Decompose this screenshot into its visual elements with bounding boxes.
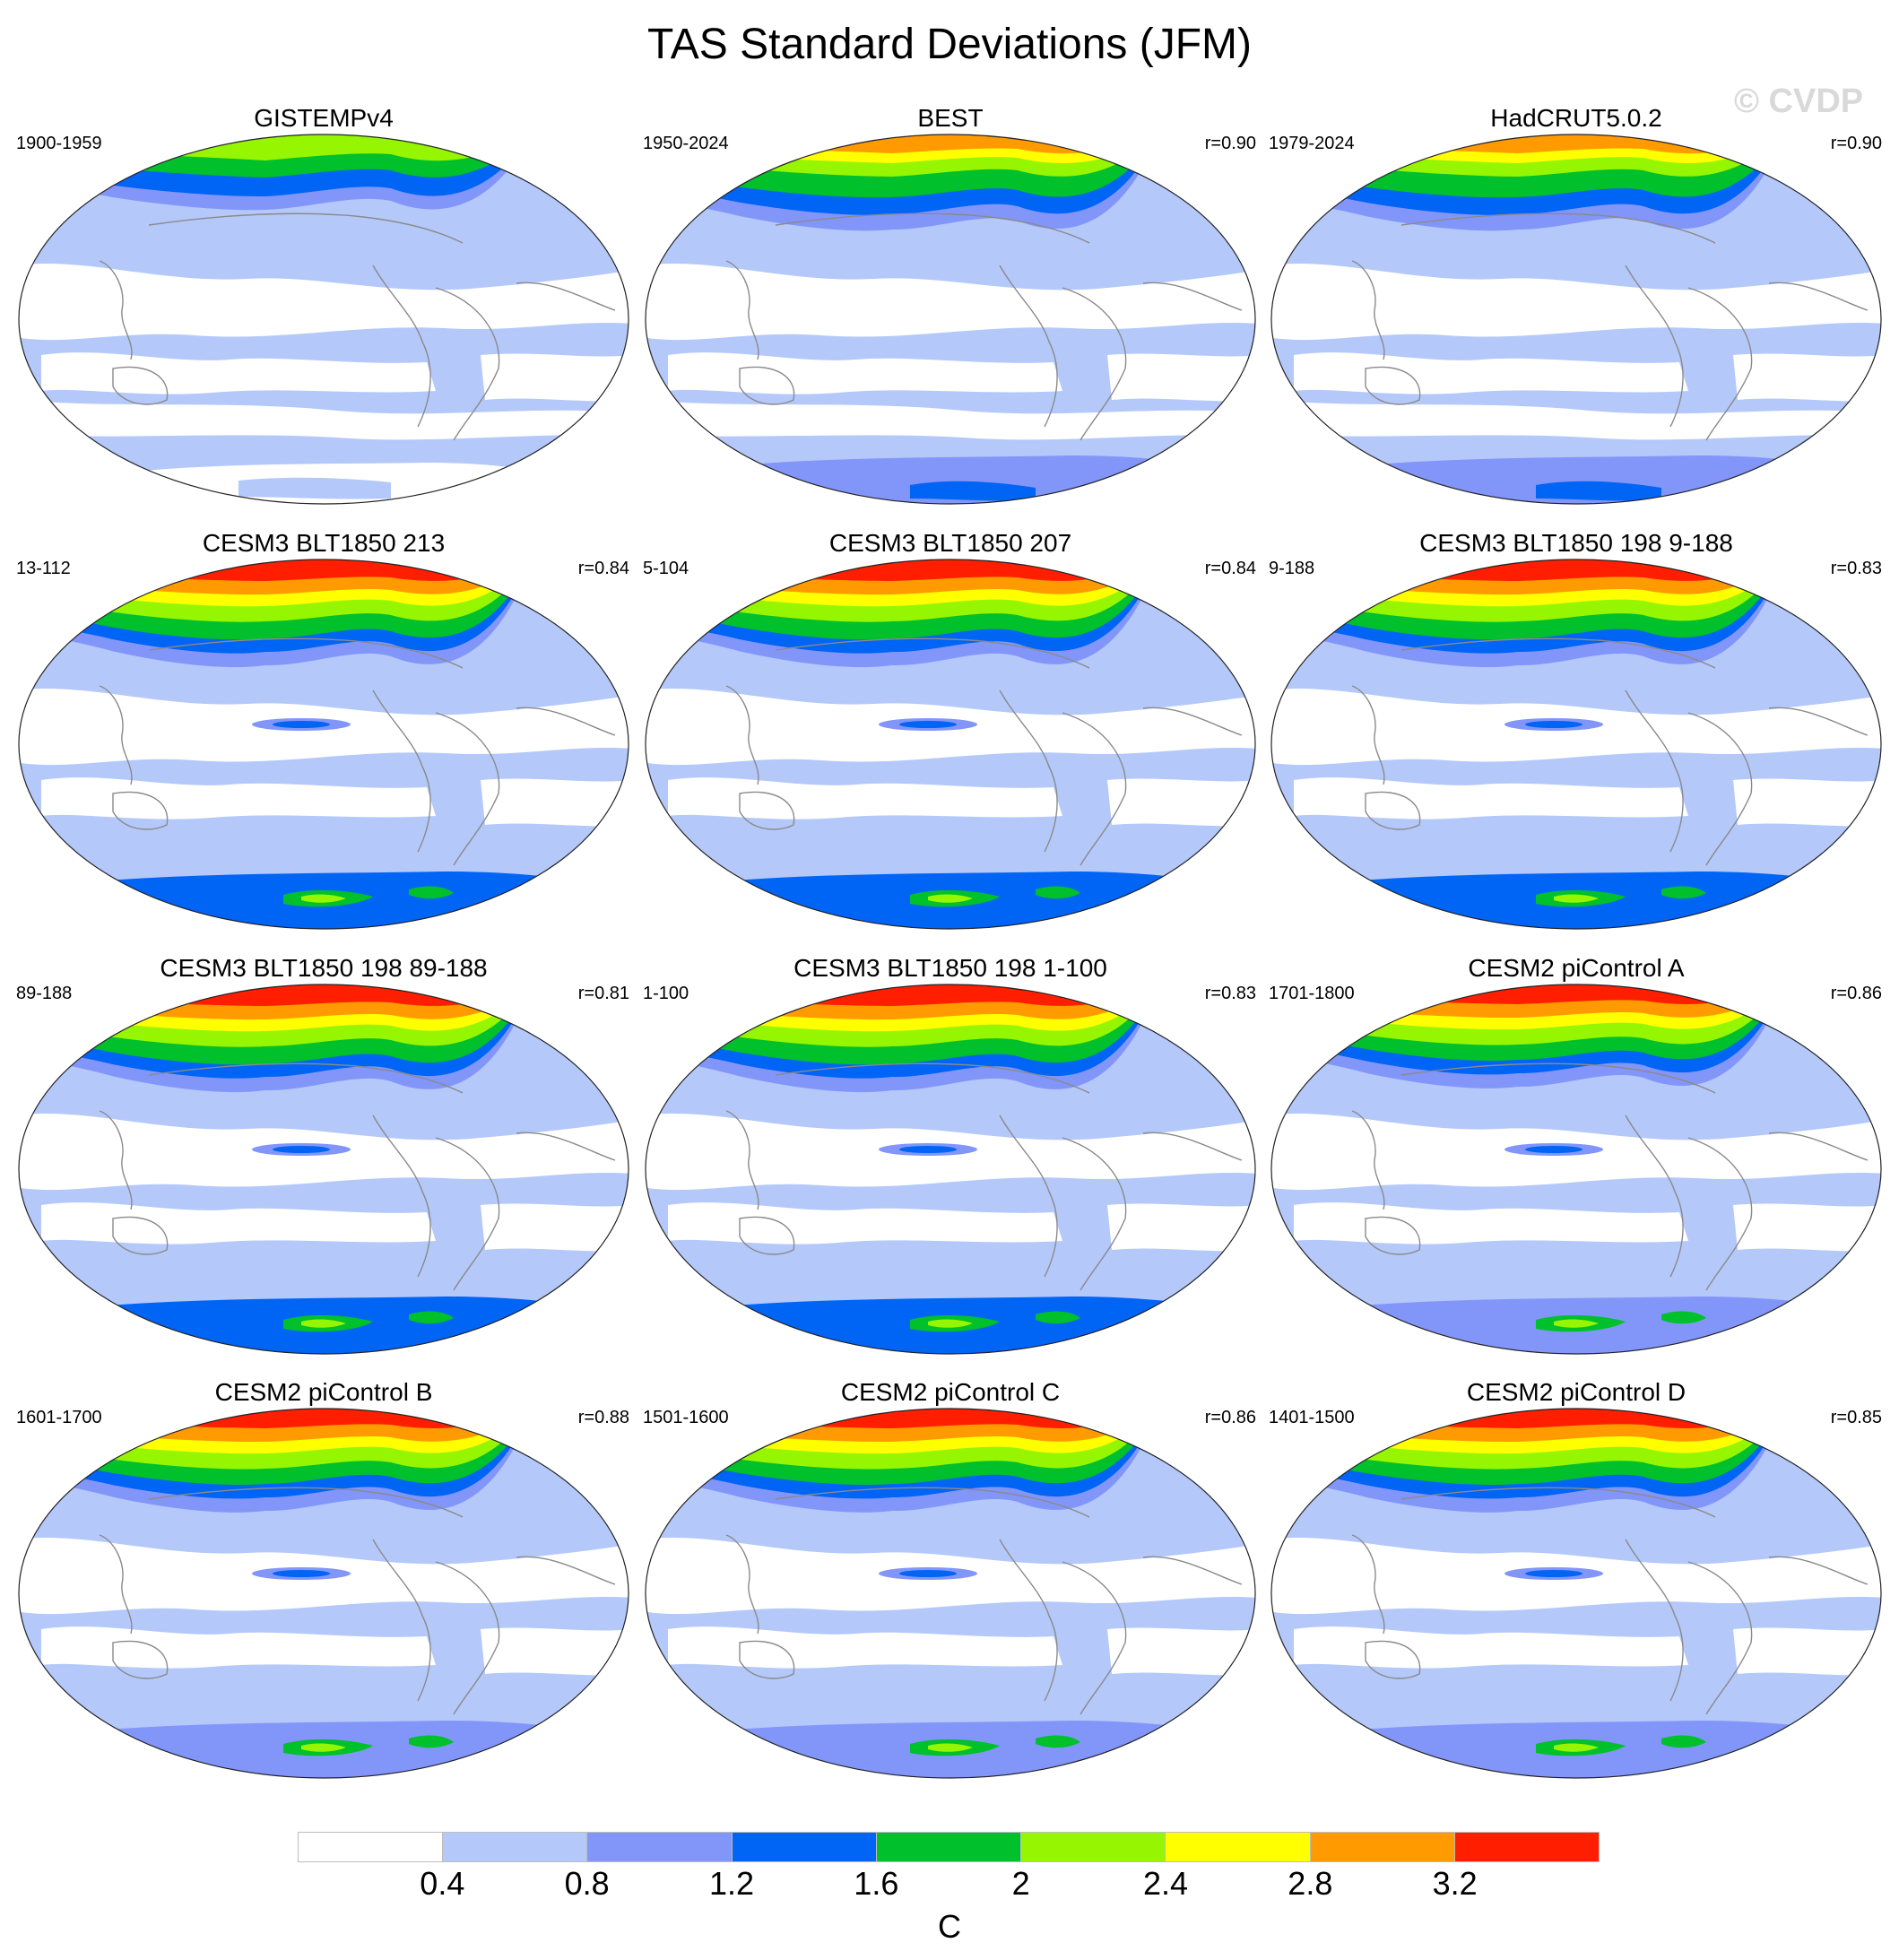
panel-map <box>1270 559 1882 930</box>
panel-map <box>18 559 629 930</box>
panel-period: 9-188 <box>1269 559 1315 578</box>
panel-correlation: r=0.90 <box>1204 134 1256 153</box>
colorbar-swatch <box>1309 1832 1454 1862</box>
map-panel: CESM2 piControl C 1501-1600 r=0.86 <box>641 1378 1260 1800</box>
map-panel: CESM3 BLT1850 198 9-188 9-188 r=0.83 <box>1267 529 1886 950</box>
map-panel: CESM3 BLT1850 198 1-100 1-100 r=0.83 <box>641 954 1260 1375</box>
map-panel: CESM2 piControl B 1601-1700 r=0.88 <box>14 1378 633 1800</box>
colorbar-swatch <box>731 1832 876 1862</box>
colorbar-tick-label: 2.4 <box>1142 1865 1189 1902</box>
panel-map <box>1270 134 1882 505</box>
panel-title: CESM2 piControl C <box>840 1378 1061 1406</box>
panel-period: 5-104 <box>643 559 689 578</box>
panel-correlation: r=0.83 <box>1830 559 1882 578</box>
panel-title: HadCRUT5.0.2 <box>1490 104 1662 132</box>
panel-title: CESM3 BLT1850 198 1-100 <box>793 954 1107 982</box>
panel-correlation: r=0.86 <box>1830 984 1882 1003</box>
panel-correlation: r=0.83 <box>1204 984 1256 1003</box>
colorbar-tick-label: 0.8 <box>564 1865 610 1902</box>
colorbar-tick-label: 2 <box>1011 1865 1030 1902</box>
panel-title: BEST <box>917 104 984 132</box>
colorbar-units: C <box>938 1908 961 1945</box>
panel-title: CESM3 BLT1850 213 <box>202 529 446 557</box>
colorbar <box>298 1832 1600 1862</box>
panel-period: 1401-1500 <box>1269 1408 1355 1427</box>
panel-correlation: r=0.88 <box>577 1408 629 1427</box>
map-panel: GISTEMPv4 1900-1959 <box>14 104 633 525</box>
colorbar-tick-label: 0.4 <box>420 1865 465 1902</box>
panel-title: CESM3 BLT1850 198 89-188 <box>160 954 488 982</box>
colorbar-swatch <box>442 1832 587 1862</box>
map-panel: CESM3 BLT1850 213 13-112 r=0.84 <box>14 529 633 950</box>
panel-correlation: r=0.81 <box>577 984 629 1003</box>
panel-period: 1979-2024 <box>1269 134 1355 153</box>
panel-map <box>645 984 1256 1355</box>
panel-period: 1501-1600 <box>643 1408 729 1427</box>
panel-title: CESM2 piControl B <box>214 1378 433 1406</box>
colorbar-swatch <box>586 1832 732 1862</box>
panel-map <box>645 559 1256 930</box>
panel-correlation: r=0.84 <box>577 559 629 578</box>
map-panel: CESM2 piControl D 1401-1500 r=0.85 <box>1267 1378 1886 1800</box>
panel-map <box>18 984 629 1355</box>
map-panel: CESM2 piControl A 1701-1800 r=0.86 <box>1267 954 1886 1375</box>
watermark: © CVDP <box>1734 82 1864 120</box>
panel-map <box>1270 1408 1882 1779</box>
panel-correlation: r=0.84 <box>1204 559 1256 578</box>
panel-map <box>18 134 629 505</box>
panel-period: 89-188 <box>16 984 73 1003</box>
colorbar-tick-label: 1.6 <box>854 1865 899 1902</box>
panel-title: CESM2 piControl A <box>1468 954 1685 982</box>
map-panel: HadCRUT5.0.2 1979-2024 r=0.90 <box>1267 104 1886 525</box>
panel-period: 1900-1959 <box>16 134 102 153</box>
colorbar-tick-label: 2.8 <box>1288 1865 1333 1902</box>
map-panel: BEST 1950-2024 r=0.90 <box>641 104 1260 525</box>
panel-map <box>18 1408 629 1779</box>
panel-correlation: r=0.90 <box>1830 134 1882 153</box>
colorbar-swatch <box>1453 1832 1600 1862</box>
colorbar-swatch <box>875 1832 1021 1862</box>
panel-title: CESM2 piControl D <box>1466 1378 1687 1406</box>
panel-title: CESM3 BLT1850 198 9-188 <box>1419 529 1733 557</box>
panel-title: GISTEMPv4 <box>254 104 394 132</box>
colorbar-swatch <box>1165 1832 1310 1862</box>
map-panel: CESM3 BLT1850 198 89-188 89-188 r=0.81 <box>14 954 633 1375</box>
figure-title: TAS Standard Deviations (JFM) <box>647 21 1252 68</box>
panel-correlation: r=0.86 <box>1204 1408 1256 1427</box>
panel-period: 13-112 <box>16 559 71 578</box>
panel-period: 1701-1800 <box>1269 984 1355 1003</box>
panel-map <box>645 1408 1256 1779</box>
map-panel: CESM3 BLT1850 207 5-104 r=0.84 <box>641 529 1260 950</box>
panel-correlation: r=0.85 <box>1830 1408 1882 1427</box>
panel-title: CESM3 BLT1850 207 <box>828 529 1072 557</box>
panel-map <box>645 134 1256 505</box>
panel-period: 1-100 <box>643 984 689 1003</box>
panel-period: 1601-1700 <box>16 1408 102 1427</box>
panel-period: 1950-2024 <box>643 134 729 153</box>
colorbar-tick-label: 3.2 <box>1432 1865 1478 1902</box>
colorbar-swatch <box>298 1832 443 1862</box>
colorbar-tick-label: 1.2 <box>708 1865 755 1902</box>
colorbar-swatch <box>1020 1832 1166 1862</box>
panel-map <box>1270 984 1882 1355</box>
